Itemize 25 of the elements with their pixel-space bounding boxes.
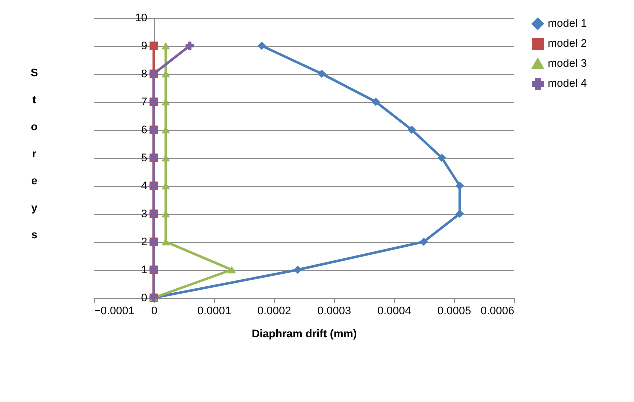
y-tick-label: 1 (141, 264, 148, 276)
y-tick-label: 7 (141, 96, 148, 108)
x-tick-label: 0.0004 (378, 306, 412, 318)
y-tick-label: 9 (141, 40, 148, 52)
x-tick-label: 0.0005 (438, 306, 472, 318)
y-tick-label: 8 (141, 68, 148, 80)
y-tick-label: 0 (141, 292, 148, 304)
y-tick-label: 2 (141, 236, 148, 248)
x-tick-label: 0.0006 (480, 306, 514, 318)
legend-label: model 4 (548, 78, 588, 90)
x-tick-label: 0 (151, 306, 158, 318)
x-axis-title: Diaphram drift (mm) (252, 328, 358, 340)
x-tick-label: 0.0001 (198, 306, 232, 318)
legend-label: model 1 (548, 18, 588, 30)
text: Storeys (30, 68, 38, 242)
legend-label: model 3 (548, 58, 588, 70)
y-tick-label: 10 (135, 12, 148, 24)
legend-label: model 2 (548, 38, 588, 50)
x-tick-label: −0.0001 (94, 306, 135, 318)
y-tick-label: 3 (141, 208, 148, 220)
y-tick-label: 6 (141, 124, 148, 136)
y-tick-label: 4 (141, 180, 148, 192)
y-tick-label: 5 (141, 152, 148, 164)
x-tick-label: 0.0002 (258, 306, 292, 318)
x-tick-label: 0.0003 (318, 306, 352, 318)
